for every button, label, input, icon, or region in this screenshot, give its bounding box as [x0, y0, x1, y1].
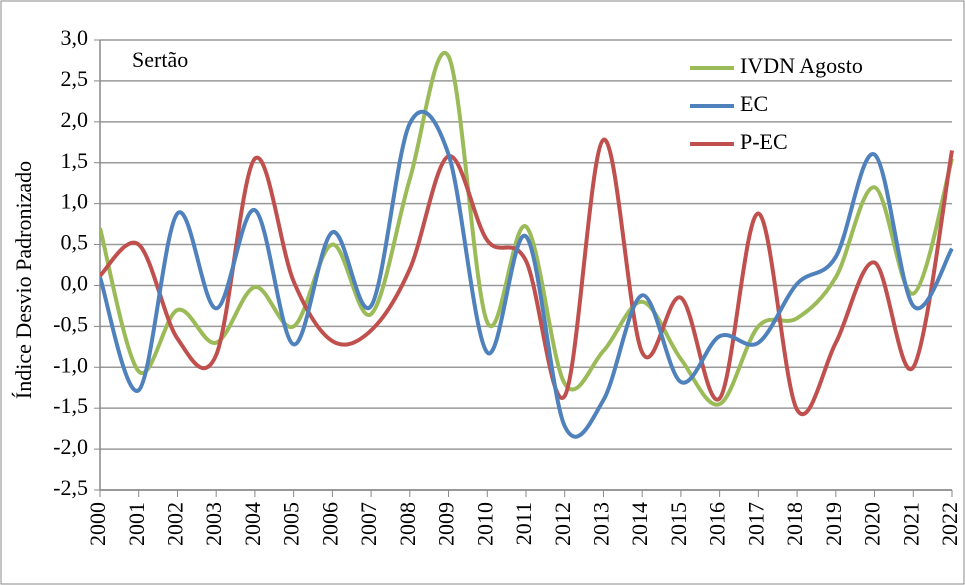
y-tick-label: 1,0 — [61, 189, 89, 214]
x-tick-label: 2016 — [705, 502, 730, 546]
y-tick-label: -0,5 — [53, 311, 88, 336]
x-tick-label: 2021 — [898, 502, 923, 546]
y-tick-label: 0,0 — [61, 271, 89, 296]
x-tick-label: 2003 — [201, 502, 226, 546]
x-tick-label: 2004 — [240, 502, 265, 546]
y-tick-label: 3,0 — [61, 25, 89, 50]
y-tick-label: -2,0 — [53, 434, 88, 459]
series-line — [100, 51, 954, 407]
x-tick-label: 2008 — [395, 502, 420, 546]
y-tick-label: -1,5 — [53, 393, 88, 418]
y-axis-label: Índice Desvio Padronizado — [11, 161, 36, 399]
x-tick-label: 2014 — [627, 502, 652, 546]
y-tick-label: 1,5 — [61, 148, 89, 173]
x-tick-label: 2011 — [511, 502, 536, 545]
y-tick-label: 2,5 — [61, 66, 89, 91]
annotation: Sertão — [132, 47, 188, 72]
y-tick-label: 2,0 — [61, 107, 89, 132]
x-tick-label: 2019 — [821, 502, 846, 546]
x-tick-label: 2022 — [937, 502, 962, 546]
y-tick-label: -2,5 — [53, 475, 88, 500]
x-tick-label: 2017 — [743, 502, 768, 546]
y-tick-label: 0,5 — [61, 230, 89, 255]
x-tick-label: 2010 — [472, 502, 497, 546]
x-tick-label: 2002 — [163, 502, 188, 546]
x-tick-label: 2005 — [279, 502, 304, 546]
x-tick-label: 2020 — [860, 502, 885, 546]
x-tick-label: 2012 — [550, 502, 575, 546]
x-tick-label: 2006 — [317, 502, 342, 546]
x-tick-label: 2013 — [589, 502, 614, 546]
legend-label: IVDN Agosto — [740, 53, 863, 78]
x-tick-label: 2018 — [782, 502, 807, 546]
x-tick-label: 2007 — [356, 502, 381, 546]
series-line — [100, 109, 954, 439]
x-tick-label: 2009 — [434, 502, 459, 546]
series-line — [100, 137, 954, 416]
legend-label: EC — [740, 91, 768, 116]
x-tick-label: 2015 — [666, 502, 691, 546]
y-tick-label: -1,0 — [53, 352, 88, 377]
x-tick-label: 2001 — [124, 502, 149, 546]
x-tick-label: 2000 — [85, 502, 110, 546]
legend-label: P-EC — [740, 129, 788, 154]
